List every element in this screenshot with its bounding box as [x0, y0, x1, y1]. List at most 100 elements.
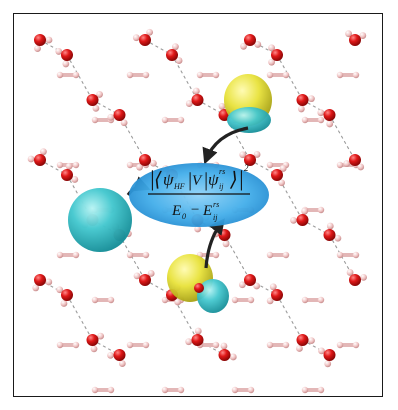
- oxygen-atom: [219, 229, 231, 241]
- formula-exponent: 2: [244, 163, 249, 173]
- hydrogen-atom: [143, 342, 149, 348]
- oxygen-atom: [192, 94, 204, 106]
- oxygen-atom: [244, 274, 256, 286]
- hydrogen-atom: [290, 217, 297, 224]
- hydrogen-bond: [67, 55, 93, 100]
- oxygen-atom: [192, 334, 204, 346]
- hydrogen-atom: [232, 387, 238, 393]
- formula-psi-hf-subscript: HF: [173, 182, 185, 191]
- hydrogen-atom: [213, 252, 219, 258]
- hydrogen-atom: [92, 387, 98, 393]
- mp2-energy-formula: | ⟨ ψ HF | V | ψ rs ij ⟩ | 2 E 0 − E rs …: [129, 163, 269, 227]
- oxygen-atom: [139, 34, 151, 46]
- hydrogen-atom: [195, 328, 202, 335]
- hydrogen-atom: [127, 252, 133, 258]
- hydrogen-atom: [337, 342, 343, 348]
- formula-denominator-e: E: [202, 203, 212, 219]
- hydrogen-atom: [296, 345, 303, 352]
- hydrogen-bond: [67, 295, 93, 340]
- hydrogen-atom: [178, 387, 184, 393]
- hydrogen-atom: [57, 72, 63, 78]
- formula-denominator-e-subscript: ij: [213, 213, 218, 222]
- oxygen-atom: [297, 334, 309, 346]
- hydrogen-atom: [232, 297, 238, 303]
- oxygen-atom: [324, 229, 336, 241]
- hydrogen-atom: [40, 148, 47, 155]
- oxygen-atom: [349, 274, 361, 286]
- hydrogen-atom: [302, 297, 308, 303]
- oxygen-atom: [271, 49, 283, 61]
- hydrogen-atom: [107, 114, 114, 121]
- oxygen-atom: [349, 154, 361, 166]
- hydrogen-atom: [317, 109, 324, 116]
- hydrogen-atom: [61, 300, 68, 307]
- hydrogen-atom: [92, 117, 98, 123]
- hydrogen-atom: [283, 342, 289, 348]
- hydrogen-atom: [127, 342, 133, 348]
- hydrogen-atom: [133, 34, 140, 41]
- hydrogen-atom: [327, 223, 334, 230]
- hydrogen-atom: [248, 297, 254, 303]
- hydrogen-atom: [108, 297, 114, 303]
- hydrogen-atom: [57, 252, 63, 258]
- hydrogen-atom: [223, 240, 230, 247]
- hydrogen-atom: [318, 387, 324, 393]
- hydrogen-atom: [119, 360, 126, 367]
- hydrogen-atom: [334, 235, 341, 242]
- oxygen-atom: [61, 169, 73, 181]
- hydrogen-atom: [298, 106, 305, 113]
- oxygen-atom: [87, 334, 99, 346]
- oxygen-atom: [219, 349, 231, 361]
- hydrogen-atom: [360, 274, 367, 281]
- hydrogen-atom: [162, 387, 168, 393]
- hydrogen-atom: [283, 72, 289, 78]
- hydrogen-atom: [267, 252, 273, 258]
- hydrogen-atom: [172, 43, 179, 50]
- hydrogen-bond: [330, 115, 356, 160]
- hydrogen-atom: [267, 162, 273, 168]
- hydrogen-atom: [318, 207, 324, 213]
- formula-denominator-e0-subscript: 0: [182, 212, 186, 221]
- hydrogen-atom: [57, 342, 63, 348]
- hydrogen-atom: [213, 342, 219, 348]
- oxygen-atom: [271, 169, 283, 181]
- hydrogen-atom: [193, 88, 200, 95]
- oxygen-atom: [61, 49, 73, 61]
- hydrogen-atom: [107, 352, 114, 359]
- oxygen-atom: [324, 109, 336, 121]
- hydrogen-atom: [186, 100, 193, 107]
- oxygen-atom: [244, 34, 256, 46]
- hydrogen-atom: [283, 252, 289, 258]
- hydrogen-atom: [267, 72, 273, 78]
- hydrogen-atom: [337, 72, 343, 78]
- hydrogen-atom: [308, 95, 315, 102]
- hydrogen-atom: [162, 117, 168, 123]
- hydrogen-atom: [28, 156, 35, 163]
- hydrogen-atom: [66, 163, 73, 170]
- hydrogen-atom: [91, 345, 98, 352]
- hydrogen-atom: [353, 72, 359, 78]
- hydrogen-atom: [178, 117, 184, 123]
- hydrogen-atom: [143, 72, 149, 78]
- hydrogen-atom: [301, 208, 308, 215]
- hydrogen-atom: [353, 342, 359, 348]
- hydrogen-atom: [127, 162, 133, 168]
- formula-denominator-e0: E: [171, 203, 181, 219]
- formula-right-angle: ⟩: [229, 169, 238, 191]
- oxygen-atom: [87, 94, 99, 106]
- hydrogen-atom: [324, 360, 331, 367]
- hydrogen-atom: [213, 72, 219, 78]
- hydrogen-atom: [221, 343, 228, 350]
- formula-minus: −: [190, 202, 200, 218]
- oxygen-atom: [61, 289, 73, 301]
- oxygen-atom: [166, 49, 178, 61]
- hydrogen-atom: [308, 337, 315, 344]
- oxygen-atom: [194, 283, 204, 293]
- oxygen-atom: [297, 94, 309, 106]
- hydrogen-atom: [57, 162, 63, 168]
- hydrogen-atom: [92, 105, 99, 112]
- hydrogen-bond: [277, 55, 303, 100]
- oxygen-atom: [297, 214, 309, 226]
- hydrogen-atom: [302, 117, 308, 123]
